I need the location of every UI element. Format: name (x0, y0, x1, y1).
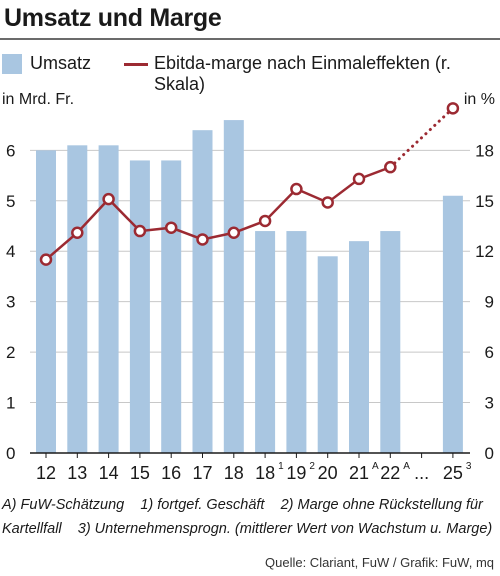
margin-line-forecast (388, 106, 455, 169)
x-tick-label: 18 (255, 463, 275, 483)
margin-point (321, 196, 334, 209)
bar (161, 160, 182, 454)
margin-point (227, 226, 241, 239)
source-credit: Quelle: Clariant, FuW / Grafik: FuW, mq (265, 555, 494, 570)
margin-point (258, 214, 272, 228)
margin-point (164, 221, 178, 234)
x-tick-label: 18 (224, 463, 244, 483)
x-tick-label: 22 (380, 463, 400, 483)
x-tick-superscript: A (403, 461, 410, 472)
margin-point (384, 160, 397, 174)
x-tick-superscript: 3 (466, 461, 472, 472)
footnote-line-2: Kartellfall 3) Unternehmensprogn. (mittl… (2, 521, 493, 537)
title-rule (0, 38, 500, 40)
x-tick-superscript: A (372, 461, 379, 472)
left-tick-label: 4 (6, 242, 15, 261)
bar (223, 120, 244, 454)
x-tick-label: 15 (130, 463, 150, 483)
legend: Umsatz Ebitda-marge nach Einmaleffekten … (0, 52, 500, 94)
bar (36, 150, 56, 453)
x-tick-superscript: 1 (278, 461, 284, 472)
left-tick-label: 5 (6, 192, 15, 211)
footnote-line-1: A) FuW-Schätzung 1) fortgef. Geschäft 2)… (2, 497, 483, 513)
left-tick-label: 6 (6, 141, 15, 160)
left-tick-label: 2 (6, 343, 15, 362)
bar (67, 145, 88, 453)
margin-point (102, 192, 115, 206)
bar (286, 231, 307, 453)
bar (129, 160, 150, 454)
x-tick-label: 19 (286, 463, 306, 483)
right-tick-label: 3 (485, 394, 494, 413)
left-tick-label: 0 (6, 444, 15, 463)
legend-line-label: Ebitda-marge nach Einmaleffekten (r. Ska… (154, 53, 451, 94)
bar (192, 130, 213, 454)
margin-point (352, 172, 366, 186)
right-tick-label: 6 (485, 343, 494, 362)
x-tick-label: 14 (99, 463, 119, 483)
right-tick-label: 0 (485, 444, 494, 463)
margin-point (446, 102, 460, 115)
x-tick-label: 20 (318, 463, 338, 483)
bar (255, 231, 276, 453)
legend-bar-label: Umsatz (30, 53, 92, 73)
left-tick-label: 3 (6, 293, 15, 312)
chart-title: Umsatz und Marge (4, 4, 222, 32)
margin-point (39, 253, 53, 266)
margin-point (133, 224, 147, 238)
right-tick-label: 18 (475, 141, 494, 160)
left-axis-unit: in Mrd. Fr. (2, 91, 75, 108)
x-tick-label: ... (414, 463, 429, 483)
margin-point (196, 233, 209, 246)
x-tick-label: 12 (36, 463, 56, 483)
x-tick-label: 13 (67, 463, 87, 483)
right-tick-label: 12 (475, 242, 494, 261)
x-tick-label: 16 (161, 463, 181, 483)
x-tick-superscript: 2 (309, 461, 315, 472)
bar (317, 256, 338, 453)
margin-point (290, 182, 303, 196)
bar (98, 145, 119, 453)
bar (349, 241, 369, 453)
left-tick-label: 1 (6, 394, 15, 413)
margin-point (71, 226, 84, 239)
right-tick-label: 15 (475, 192, 494, 211)
right-axis-unit: in % (463, 91, 495, 108)
bar (380, 231, 401, 453)
legend-line-swatch (124, 63, 148, 66)
margin-line (45, 165, 391, 261)
x-tick-label: 21 (349, 463, 369, 483)
x-tick-label: 25 (443, 463, 463, 483)
legend-bar-swatch (2, 54, 22, 74)
x-tick-label: 17 (192, 463, 212, 483)
right-tick-label: 9 (485, 293, 494, 312)
bar (442, 195, 463, 453)
